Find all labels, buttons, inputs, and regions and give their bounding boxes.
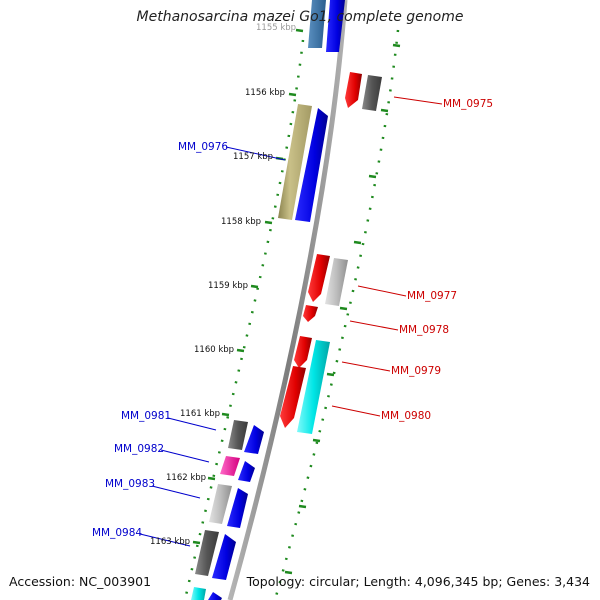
kbp-label: 1157 kbp	[233, 152, 274, 162]
gene-label-mm0981[interactable]: MM_0981	[121, 410, 172, 422]
kbp-label: 1155 kbp	[256, 23, 297, 33]
gene-block-red-mm0975[interactable]	[345, 72, 362, 108]
connector-mm0984	[139, 533, 191, 547]
ruler-left-dotted	[183, 39, 305, 600]
gene-label-mm0975[interactable]: MM_0975	[443, 98, 494, 110]
gene-block-red-mm0978[interactable]	[303, 305, 318, 322]
gene-block-dgray-mm0975[interactable]	[362, 75, 382, 111]
gene-block-red-mm0977[interactable]	[308, 254, 330, 302]
gene-block-blue-mm0981[interactable]	[244, 425, 264, 454]
gene-label-mm0978[interactable]: MM_0978	[399, 324, 450, 336]
gene-block-steel[interactable]	[308, 0, 326, 48]
gene-label-mm0979[interactable]: MM_0979	[391, 365, 442, 377]
kbp-label: 1163 kbp	[150, 537, 191, 547]
connector-mm0976	[225, 146, 286, 161]
kbp-label: 1156 kbp	[245, 88, 286, 98]
gene-label-mm0976[interactable]: MM_0976	[178, 141, 229, 153]
ruler-major-ticks	[192, 28, 401, 575]
connector-mm0982	[160, 449, 210, 463]
kbp-label: 1160 kbp	[194, 345, 235, 355]
connector-mm0977	[357, 285, 407, 297]
kbp-label: 1161 kbp	[180, 409, 221, 419]
kbp-label: 1159 kbp	[208, 281, 249, 291]
gene-block-lgray-mm0977[interactable]	[325, 258, 348, 306]
gene-label-mm0980[interactable]: MM_0980	[381, 410, 432, 422]
gene-block-red-mm0979[interactable]	[294, 336, 312, 368]
gene-block-lgray-mm0983[interactable]	[209, 484, 232, 524]
gene-label-mm0983[interactable]: MM_0983	[105, 478, 156, 490]
connector-mm0979	[341, 361, 391, 372]
connector-mm0978	[349, 320, 399, 331]
connector-mm0983	[151, 485, 201, 499]
map-title: Methanosarcina mazei Go1, complete genom…	[136, 9, 464, 25]
gene-block-cyan-mm0979-80[interactable]	[297, 340, 330, 434]
ruler-right-dotted	[273, 29, 400, 600]
gene-label-mm0984[interactable]: MM_0984	[92, 527, 143, 539]
accession-text: Accession: NC_003901	[9, 574, 152, 589]
forward-strand-genes	[280, 72, 382, 434]
gene-label-mm0977[interactable]: MM_0977	[407, 290, 458, 302]
genome-summary-text: Topology: circular; Length: 4,096,345 bp…	[246, 574, 590, 589]
genome-backbone	[227, 0, 348, 600]
gene-block-blue-mm0983[interactable]	[227, 488, 248, 528]
gene-block-pink-mm0982[interactable]	[220, 456, 240, 476]
gene-label-connectors	[139, 96, 443, 547]
gene-block-olive-mm0976[interactable]	[278, 104, 312, 220]
gene-block-dgray-mm0984[interactable]	[195, 530, 219, 576]
kbp-label: 1162 kbp	[166, 473, 207, 483]
gene-block-cyan-bottom[interactable]	[191, 587, 206, 600]
gene-block-blue-top[interactable]	[326, 0, 345, 52]
gene-block-blue-mm0982[interactable]	[238, 461, 255, 482]
kbp-label: 1158 kbp	[221, 217, 262, 227]
gene-block-blue-mm0976[interactable]	[295, 108, 328, 222]
gene-block-blue-bottom[interactable]	[208, 592, 222, 600]
connector-mm0981	[167, 417, 217, 431]
connector-mm0975	[393, 96, 443, 105]
gene-block-red-mm0980[interactable]	[280, 366, 306, 428]
connector-mm0980	[331, 405, 381, 417]
gene-block-blue-mm0984[interactable]	[212, 534, 236, 580]
reverse-strand-genes	[191, 0, 345, 600]
gene-block-dgray-mm0981[interactable]	[228, 420, 248, 450]
gene-label-mm0982[interactable]: MM_0982	[114, 443, 165, 455]
